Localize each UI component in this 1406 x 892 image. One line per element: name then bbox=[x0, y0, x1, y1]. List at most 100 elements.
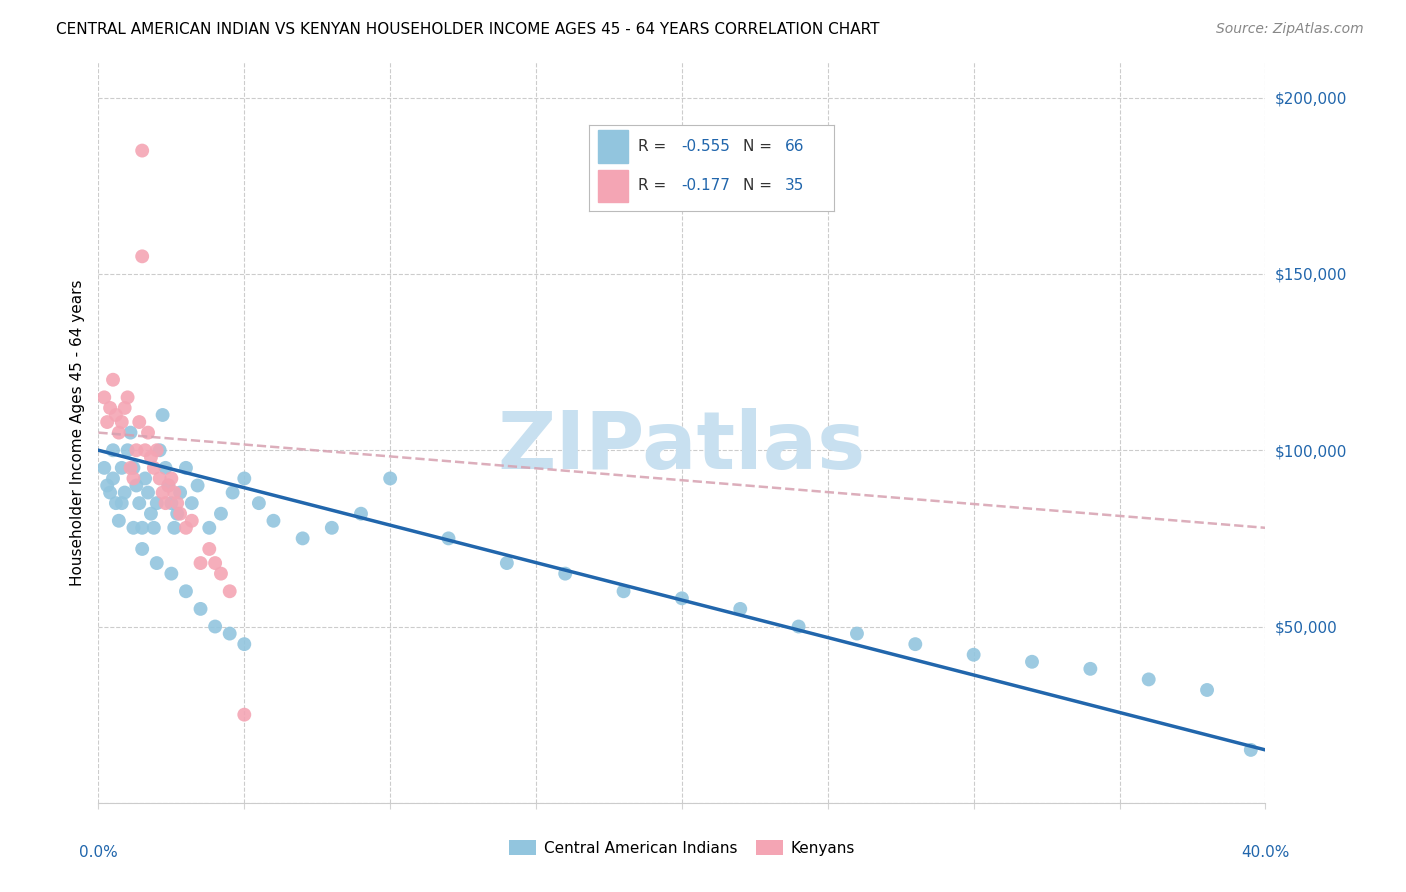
Point bbox=[198, 521, 221, 535]
Point bbox=[160, 471, 183, 485]
Point bbox=[101, 373, 124, 387]
Point bbox=[93, 390, 115, 404]
Point bbox=[350, 507, 373, 521]
Point bbox=[218, 584, 240, 599]
Point bbox=[96, 478, 118, 492]
Point bbox=[166, 507, 188, 521]
Point bbox=[787, 619, 810, 633]
Text: 40.0%: 40.0% bbox=[1241, 845, 1289, 860]
Point bbox=[904, 637, 927, 651]
Point bbox=[190, 602, 212, 616]
Point bbox=[496, 556, 519, 570]
Point bbox=[108, 425, 131, 440]
Point bbox=[101, 471, 124, 485]
Point bbox=[122, 471, 145, 485]
Point bbox=[104, 496, 127, 510]
Point bbox=[198, 541, 221, 556]
Point bbox=[1137, 673, 1160, 687]
Point bbox=[163, 521, 186, 535]
Point bbox=[1240, 743, 1263, 757]
Point bbox=[131, 521, 153, 535]
Point bbox=[108, 514, 131, 528]
Text: Source: ZipAtlas.com: Source: ZipAtlas.com bbox=[1216, 22, 1364, 37]
Point bbox=[160, 496, 183, 510]
Point bbox=[380, 471, 402, 485]
Point bbox=[163, 485, 186, 500]
Point bbox=[187, 478, 209, 492]
Point bbox=[128, 496, 150, 510]
Point bbox=[1195, 683, 1218, 698]
Point bbox=[149, 471, 172, 485]
Point bbox=[174, 584, 197, 599]
Point bbox=[117, 443, 139, 458]
Point bbox=[554, 566, 576, 581]
Point bbox=[221, 485, 243, 500]
Point bbox=[98, 485, 121, 500]
Point bbox=[209, 566, 232, 581]
Y-axis label: Householder Income Ages 45 - 64 years: Householder Income Ages 45 - 64 years bbox=[69, 279, 84, 586]
Point bbox=[125, 443, 148, 458]
Point bbox=[180, 496, 202, 510]
Point bbox=[233, 471, 256, 485]
Point bbox=[169, 485, 191, 500]
Point bbox=[321, 521, 343, 535]
Point bbox=[209, 507, 232, 521]
Point bbox=[117, 390, 139, 404]
Point bbox=[98, 401, 121, 415]
Point bbox=[962, 648, 984, 662]
Point bbox=[134, 471, 156, 485]
Point bbox=[111, 496, 134, 510]
Point bbox=[155, 496, 177, 510]
Point bbox=[169, 507, 191, 521]
Point bbox=[114, 401, 136, 415]
Point bbox=[190, 556, 212, 570]
Point bbox=[136, 485, 159, 500]
Point bbox=[233, 637, 256, 651]
Point bbox=[111, 415, 134, 429]
Point bbox=[157, 478, 180, 492]
Point bbox=[131, 144, 153, 158]
Point bbox=[142, 461, 165, 475]
Point bbox=[134, 443, 156, 458]
Point bbox=[437, 532, 460, 546]
Point bbox=[131, 541, 153, 556]
Point bbox=[730, 602, 752, 616]
Point bbox=[166, 496, 188, 510]
Point bbox=[122, 521, 145, 535]
Point bbox=[152, 485, 174, 500]
Point bbox=[160, 566, 183, 581]
Point bbox=[204, 619, 226, 633]
Point bbox=[139, 450, 162, 465]
Point bbox=[122, 461, 145, 475]
Point bbox=[291, 532, 314, 546]
Point bbox=[136, 425, 159, 440]
Point bbox=[152, 408, 174, 422]
Point bbox=[142, 521, 165, 535]
Point bbox=[157, 478, 180, 492]
Point bbox=[125, 478, 148, 492]
Point bbox=[174, 461, 197, 475]
Point bbox=[671, 591, 693, 606]
Point bbox=[1080, 662, 1102, 676]
Text: 0.0%: 0.0% bbox=[79, 845, 118, 860]
Point bbox=[120, 425, 142, 440]
Point bbox=[149, 443, 172, 458]
Point bbox=[131, 249, 153, 263]
Legend: Central American Indians, Kenyans: Central American Indians, Kenyans bbox=[502, 834, 862, 862]
Text: CENTRAL AMERICAN INDIAN VS KENYAN HOUSEHOLDER INCOME AGES 45 - 64 YEARS CORRELAT: CENTRAL AMERICAN INDIAN VS KENYAN HOUSEH… bbox=[56, 22, 880, 37]
Point bbox=[146, 443, 169, 458]
Point bbox=[174, 521, 197, 535]
Point bbox=[846, 626, 869, 640]
Point bbox=[120, 461, 142, 475]
Point bbox=[139, 507, 162, 521]
Point bbox=[146, 556, 169, 570]
Text: ZIPatlas: ZIPatlas bbox=[498, 409, 866, 486]
Point bbox=[111, 461, 134, 475]
Point bbox=[96, 415, 118, 429]
Point bbox=[204, 556, 226, 570]
Point bbox=[101, 443, 124, 458]
Point bbox=[612, 584, 634, 599]
Point bbox=[1021, 655, 1043, 669]
Point bbox=[104, 408, 127, 422]
Point bbox=[180, 514, 202, 528]
